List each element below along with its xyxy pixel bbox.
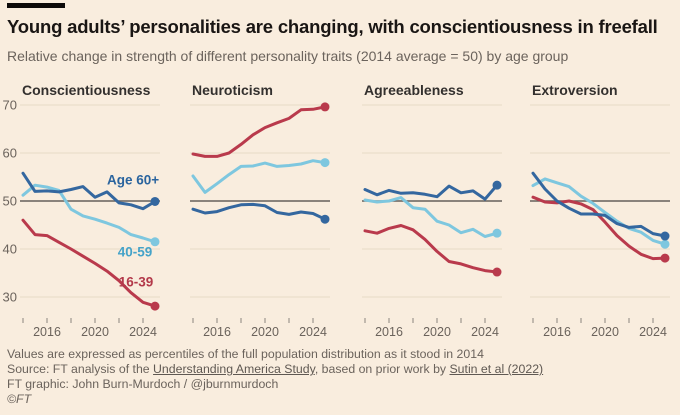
panel-neuroticism: Neuroticism 2016 2020 2024 [190,82,330,339]
series-label-age-60-: Age 60+ [107,173,159,188]
source-middle: , based on prior work by [314,362,450,376]
series-end-dot [660,239,670,249]
series-line-16-39 [363,224,499,274]
x-tick-label: 2024 [471,325,499,339]
x-tick-label: 2016 [203,325,231,339]
series-line-40-59 [531,177,667,246]
graphic-credit: FT graphic: John Burn-Murdoch / @jburnmu… [7,377,279,391]
series-line-age-60- [531,171,667,238]
series-end-dot [150,196,160,206]
panel-title: Agreeableness [364,82,464,98]
x-tick-label: 2024 [639,325,667,339]
source-link-understanding-america-study[interactable]: Understanding America Study [153,362,315,376]
panel-title: Neuroticism [192,82,273,98]
panel-title: Extroversion [532,82,618,98]
y-axis-label: 70 [3,98,17,113]
series-end-dot [150,301,160,311]
y-axis-label: 60 [3,146,17,161]
y-axis-label: 50 [3,194,17,209]
page-subtitle: Relative change in strength of different… [7,48,569,64]
panel-title: Conscientiousness [22,82,151,98]
series-line-age-60- [21,171,157,211]
source-prefix: Source: FT analysis of the [7,362,154,376]
x-tick-label: 2016 [375,325,403,339]
series-end-dot [660,231,670,241]
series-line-40-59 [363,196,499,238]
source-line: Source: FT analysis of the Understanding… [7,362,677,376]
series-label-16-39: 16-39 [119,275,154,290]
source-link-sutin-et-al[interactable]: Sutin et al (2022) [449,362,544,376]
x-tick-label: 2020 [423,325,451,339]
y-axis-label: 30 [3,290,17,305]
series-end-dot [492,180,502,190]
x-tick-label: 2016 [33,325,61,339]
series-end-dot [320,158,330,168]
series-line-age-60- [363,183,499,201]
series-end-dot [660,253,670,263]
series-end-dot [150,237,160,247]
x-tick-label: 2024 [299,325,327,339]
series-line-16-39 [21,218,157,308]
x-tick-label: 2020 [591,325,619,339]
series-end-dot [492,228,502,238]
series-end-dot [320,102,330,112]
series-line-16-39 [191,105,327,158]
footnote: Values are expressed as percentiles of t… [7,347,484,361]
series-label-40-59: 40-59 [118,245,153,260]
series-end-dot [320,214,330,224]
panel-extroversion: Extroversion 2016 2020 2024 [530,82,670,339]
x-tick-label: 2016 [543,325,571,339]
small-multiples-line-chart: Conscientiousness 2016 2020 2024 30 40 50 60 70 A… [3,82,670,339]
series-line-40-59 [21,183,157,244]
top-accent-bar [7,3,65,8]
page-title: Young adults’ personalities are changing… [7,16,658,37]
series-line-40-59 [191,159,327,194]
x-tick-label: 2024 [129,325,157,339]
x-tick-label: 2020 [81,325,109,339]
panel-agreeableness: Agreeableness 2016 2020 2024 [362,82,502,339]
x-tick-label: 2020 [251,325,279,339]
panel-conscientiousness: Conscientiousness 2016 2020 2024 30 40 50 60 70 A… [3,82,160,339]
series-line-age-60- [191,202,327,221]
series-end-dot [492,267,502,277]
y-axis-label: 40 [3,242,17,257]
copyright: ©FT [7,392,32,406]
